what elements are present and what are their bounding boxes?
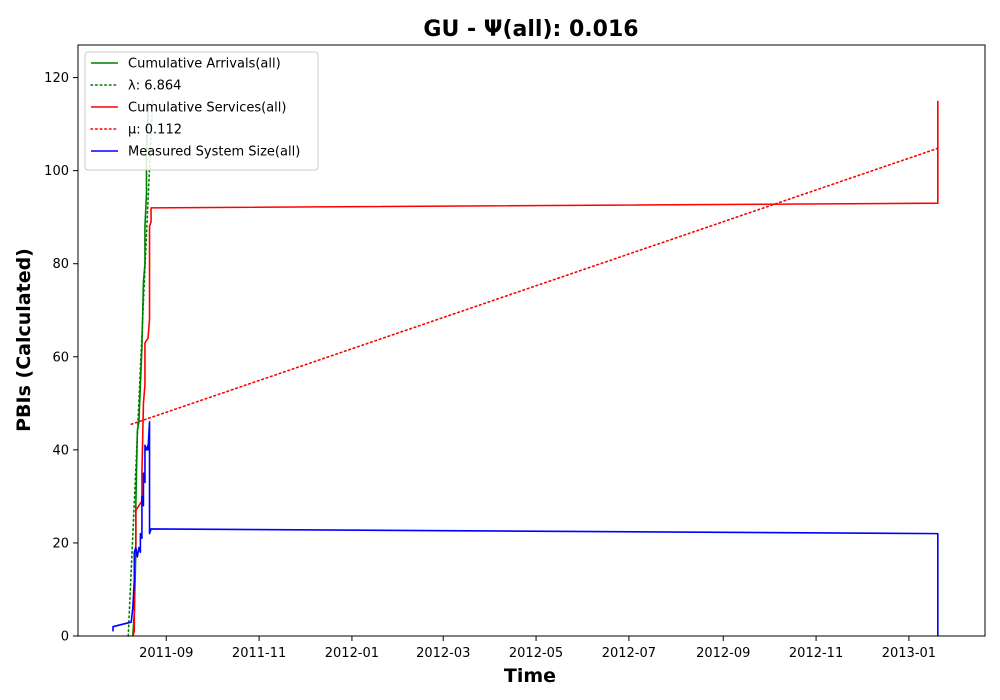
y-tick-label: 40 — [52, 443, 69, 458]
x-tick-label: 2011-09 — [139, 646, 193, 661]
x-axis: 2011-09 2011-11 2012-01 2012-03 2012-05 2012-… — [139, 636, 936, 661]
y-axis-label: PBIs (Calculated) — [13, 248, 35, 432]
x-tick-label: 2012-07 — [602, 646, 656, 661]
plot-area — [112, 100, 939, 637]
legend-box — [84, 51, 319, 171]
y-tick-label: 120 — [44, 71, 69, 86]
y-tick-label: 100 — [44, 164, 69, 179]
x-tick-label: 2012-11 — [789, 646, 843, 661]
legend-label: μ: 0.112 — [128, 123, 182, 138]
y-tick-label: 60 — [52, 350, 69, 365]
series-line-1 — [127, 100, 154, 637]
y-tick-label: 20 — [52, 536, 69, 551]
legend-label: Cumulative Arrivals(all) — [128, 57, 281, 72]
x-tick-label: 2012-05 — [509, 646, 563, 661]
legend: Cumulative Arrivals(all) λ: 6.864 Cumulati… — [84, 51, 319, 171]
x-tick-label: 2012-03 — [416, 646, 470, 661]
series-line-3 — [130, 147, 939, 426]
y-axis: 0 20 40 60 80 100 120 — [44, 71, 78, 645]
legend-label: Cumulative Services(all) — [128, 101, 286, 116]
plot-frame — [77, 44, 986, 637]
x-tick-label: 2012-09 — [696, 646, 750, 661]
legend-label: Measured System Size(all) — [128, 145, 300, 160]
x-axis-label: Time — [504, 665, 556, 687]
legend-label: λ: 6.864 — [128, 79, 181, 94]
x-tick-label: 2011-11 — [232, 646, 286, 661]
x-tick-label: 2013-01 — [882, 646, 936, 661]
y-tick-label: 80 — [52, 257, 69, 272]
chart-title: GU - Ψ(all): 0.016 — [423, 17, 638, 42]
x-tick-label: 2012-01 — [325, 646, 379, 661]
series-line-4 — [112, 421, 939, 636]
y-tick-label: 0 — [61, 630, 69, 645]
series-line-2 — [132, 100, 939, 637]
